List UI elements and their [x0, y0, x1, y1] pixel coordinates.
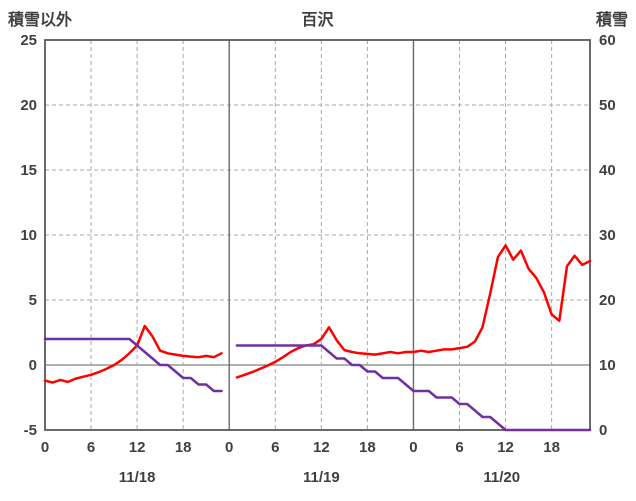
left-axis-tick-label: -5 [24, 422, 37, 439]
left-axis-tick-label: 20 [20, 97, 37, 114]
hour-tick-label: 0 [225, 439, 233, 456]
date-label: 11/19 [303, 469, 340, 486]
right-axis-tick-label: 50 [599, 97, 616, 114]
left-axis-tick-label: 10 [20, 227, 37, 244]
hour-tick-label: 0 [41, 439, 49, 456]
plot-border [44, 39, 591, 431]
right-axis-tick-label: 60 [599, 32, 616, 49]
date-label: 11/20 [483, 469, 520, 486]
left-axis-tick-label: 15 [20, 162, 37, 179]
left-axis-tick-label: 25 [20, 32, 37, 49]
date-label: 11/18 [119, 469, 156, 486]
right-axis-tick-label: 30 [599, 227, 616, 244]
red-series-line [43, 244, 592, 384]
left-axis-tick-label: 0 [29, 357, 37, 374]
hour-tick-label: 6 [455, 439, 463, 456]
hour-tick-label: 18 [543, 439, 560, 456]
right-axis-tick-label: 40 [599, 162, 616, 179]
left-axis-tick-label: 5 [29, 292, 37, 309]
hour-tick-label: 6 [271, 439, 279, 456]
right-axis-tick-label: 0 [599, 422, 607, 439]
hour-tick-label: 12 [129, 439, 146, 456]
hour-tick-label: 12 [313, 439, 330, 456]
right-axis-tick-label: 20 [599, 292, 616, 309]
hour-tick-label: 0 [409, 439, 417, 456]
left-axis-title: 積雪以外 [8, 12, 73, 29]
chart-title: 百沢 [301, 12, 334, 29]
right-axis-title: 積雪 [595, 12, 628, 29]
hour-tick-label: 18 [175, 439, 192, 456]
purple-series-line [43, 337, 592, 432]
hour-tick-label: 12 [497, 439, 514, 456]
hour-tick-label: 18 [359, 439, 376, 456]
right-axis-tick-label: 10 [599, 357, 616, 374]
hour-tick-label: 6 [87, 439, 95, 456]
